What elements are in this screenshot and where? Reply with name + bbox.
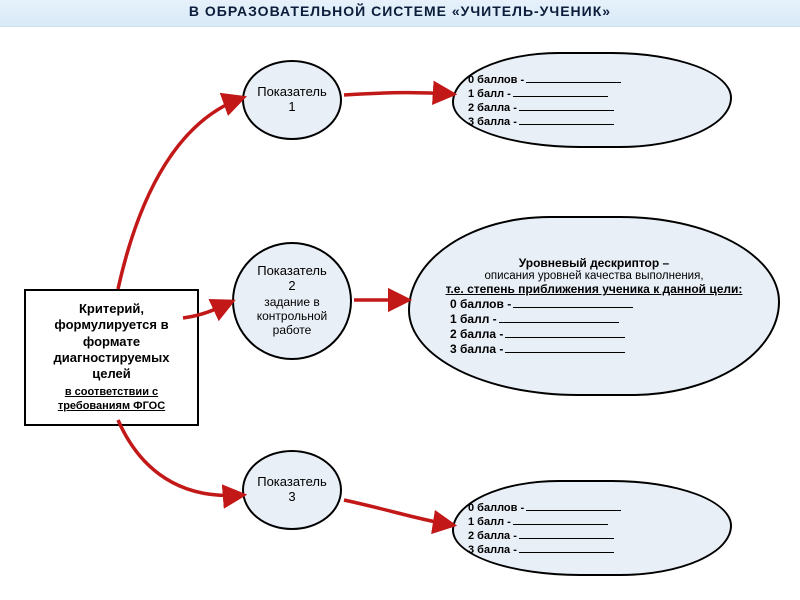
cloud1-line1: 1 балл - [468,86,716,100]
page-title: В ОБРАЗОВАТЕЛЬНОЙ СИСТЕМЕ «УЧИТЕЛЬ-УЧЕНИ… [0,3,800,19]
blank-line [505,326,625,338]
blank-line [513,514,608,525]
blank-line [513,86,608,97]
indicator-2-label: Показатель [238,264,346,279]
cloud2-line1: 1 балл - [450,311,764,326]
blank-line [519,114,614,125]
blank-line [513,296,633,308]
cloud-scores-3: 0 баллов - 1 балл - 2 балла - 3 балла - [452,480,732,576]
cloud-scores-1: 0 баллов - 1 балл - 2 балла - 3 балла - [452,52,732,148]
arrow-box-to-ind3 [118,420,242,496]
cloud2-sub2: т.е. степень приближения ученика к данно… [424,282,764,296]
blank-line [519,542,614,553]
indicator-1: Показатель 1 [242,60,342,140]
criteria-box: Критерий, формулируется в формате диагно… [24,289,199,426]
arrow-ind1-to-c1 [344,93,452,95]
cloud2-line0: 0 баллов - [450,296,764,311]
blank-line [505,341,625,353]
blank-line [526,72,621,83]
blank-line [519,100,614,111]
cloud1-line2: 2 балла - [468,100,716,114]
blank-line [519,528,614,539]
cloud2-line3: 3 балла - [450,341,764,356]
arrow-ind3-to-c3 [344,500,452,525]
arrow-box-to-ind1 [118,98,242,289]
cloud1-line0: 0 баллов - [468,72,716,86]
blank-line [526,500,621,511]
indicator-3: Показатель 3 [242,450,342,530]
criteria-sub-text: в соответствии с требованиям ФГОС [34,386,189,414]
indicator-1-label: Показатель [248,85,336,100]
cloud3-line1: 1 балл - [468,514,716,528]
cloud3-line0: 0 баллов - [468,500,716,514]
indicator-1-num: 1 [248,100,336,115]
indicator-2-num: 2 [238,279,346,294]
criteria-main-text: Критерий, формулируется в формате диагно… [54,301,170,381]
indicator-3-label: Показатель [248,475,336,490]
cloud3-line2: 2 балла - [468,528,716,542]
indicator-3-num: 3 [248,490,336,505]
cloud2-sub1: описания уровней качества выполнения, [424,270,764,282]
blank-line [499,311,619,323]
cloud3-line3: 3 балла - [468,542,716,556]
indicator-2: Показатель 2 задание в контрольной работ… [232,242,352,360]
indicator-2-subtext: задание в контрольной работе [238,296,346,337]
diagram-stage: В ОБРАЗОВАТЕЛЬНОЙ СИСТЕМЕ «УЧИТЕЛЬ-УЧЕНИ… [0,0,800,600]
cloud2-heading: Уровневый дескриптор – [424,256,764,270]
cloud-descriptor: Уровневый дескриптор – описания уровней … [408,216,780,396]
cloud1-line3: 3 балла - [468,114,716,128]
cloud2-line2: 2 балла - [450,326,764,341]
